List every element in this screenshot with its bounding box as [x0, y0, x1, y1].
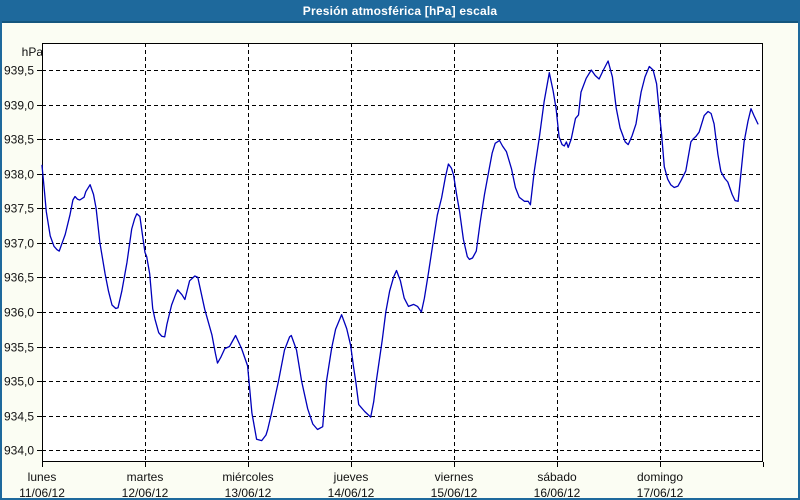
y-tick-label: 938,5 — [4, 133, 34, 147]
y-tick-label: 939,5 — [4, 64, 34, 78]
y-tick-label: 936,5 — [4, 271, 34, 285]
x-date-label: 17/06/12 — [637, 486, 684, 500]
x-date-label: 12/06/12 — [122, 486, 169, 500]
chart-title: Presión atmosférica [hPa] escala — [302, 4, 498, 18]
y-tick-label: 937,5 — [4, 202, 34, 216]
y-tick-label: 936,0 — [4, 306, 34, 320]
y-tick-label: 935,0 — [4, 375, 34, 389]
x-day-label: domingo — [637, 470, 683, 484]
x-day-label: lunes — [28, 470, 57, 484]
x-date-label: 14/06/12 — [328, 486, 375, 500]
x-day-label: viernes — [435, 470, 474, 484]
pressure-line — [41, 60, 759, 442]
window-title-bar: Presión atmosférica [hPa] escala — [2, 2, 798, 23]
x-date-label: 13/06/12 — [225, 486, 272, 500]
x-day-label: sábado — [537, 470, 577, 484]
plot-border — [42, 43, 763, 462]
y-tick-label: 939,0 — [4, 99, 34, 113]
x-day-label: martes — [127, 470, 164, 484]
y-tick-label: 935,5 — [4, 341, 34, 355]
y-tick-label: 937,0 — [4, 237, 34, 251]
x-day-label: jueves — [333, 470, 369, 484]
x-date-label: 16/06/12 — [534, 486, 581, 500]
x-date-label: 15/06/12 — [431, 486, 478, 500]
plot-area — [42, 43, 763, 462]
y-tick-label: 938,0 — [4, 168, 34, 182]
y-tick-label: 934,5 — [4, 410, 34, 424]
x-day-label: miércoles — [222, 470, 273, 484]
y-tick-label: 934,0 — [4, 444, 34, 458]
x-date-label: 11/06/12 — [19, 486, 65, 500]
y-axis-unit-label: hPa — [22, 45, 44, 59]
